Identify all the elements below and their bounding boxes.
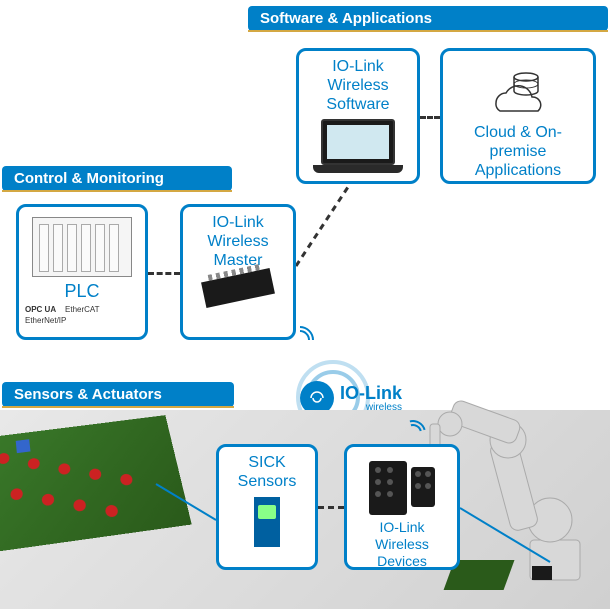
node-plc: PLC OPC UA EtherCAT EtherNet/IP xyxy=(16,204,148,340)
node-wireless-devices: IO-Link Wireless Devices xyxy=(344,444,460,570)
device-icon xyxy=(369,461,407,515)
node-cloud-apps: Cloud & On-premise Applications xyxy=(440,48,596,184)
connector-dash xyxy=(420,116,440,119)
connector-diagonal xyxy=(296,170,366,270)
logo-brand: IO-Link xyxy=(340,384,402,402)
gold-underline xyxy=(2,406,234,408)
node-iolink-software: IO-Link Wireless Software xyxy=(296,48,420,184)
node-label: PLC xyxy=(64,281,99,303)
sick-sensor-icon xyxy=(254,497,280,547)
node-label: IO-Link Wireless Devices xyxy=(353,519,451,569)
node-label: IO-Link Wireless Master xyxy=(189,213,287,271)
node-label: IO-Link Wireless Software xyxy=(305,57,411,115)
section-title: Sensors & Actuators xyxy=(14,386,162,403)
laptop-icon xyxy=(313,119,403,175)
node-label: SICK Sensors xyxy=(225,453,309,491)
node-sick-sensors: SICK Sensors xyxy=(216,444,318,570)
plc-rack-icon xyxy=(32,217,132,277)
section-title: Software & Applications xyxy=(260,10,432,27)
connector-dash xyxy=(318,506,344,509)
connector-dash xyxy=(148,272,180,275)
section-header-software: Software & Applications xyxy=(248,6,608,31)
protocol-ethernetip: EtherNet/IP xyxy=(25,316,66,325)
device-icon xyxy=(411,467,435,507)
section-title: Control & Monitoring xyxy=(14,170,164,187)
protocol-row: EtherNet/IP xyxy=(25,316,139,325)
section-header-control: Control & Monitoring xyxy=(2,166,232,191)
gold-underline xyxy=(2,190,232,192)
protocol-ethercat: EtherCAT xyxy=(65,305,100,314)
protocol-row: OPC UA EtherCAT xyxy=(25,305,139,314)
cloud-database-icon xyxy=(488,63,548,123)
node-wireless-master: IO-Link Wireless Master xyxy=(180,204,296,340)
gold-underline xyxy=(248,30,608,32)
protocol-opcua: OPC UA xyxy=(25,305,56,314)
section-header-sensors: Sensors & Actuators xyxy=(2,382,234,407)
master-device-icon xyxy=(201,268,275,308)
node-label: Cloud & On-premise Applications xyxy=(449,123,587,181)
